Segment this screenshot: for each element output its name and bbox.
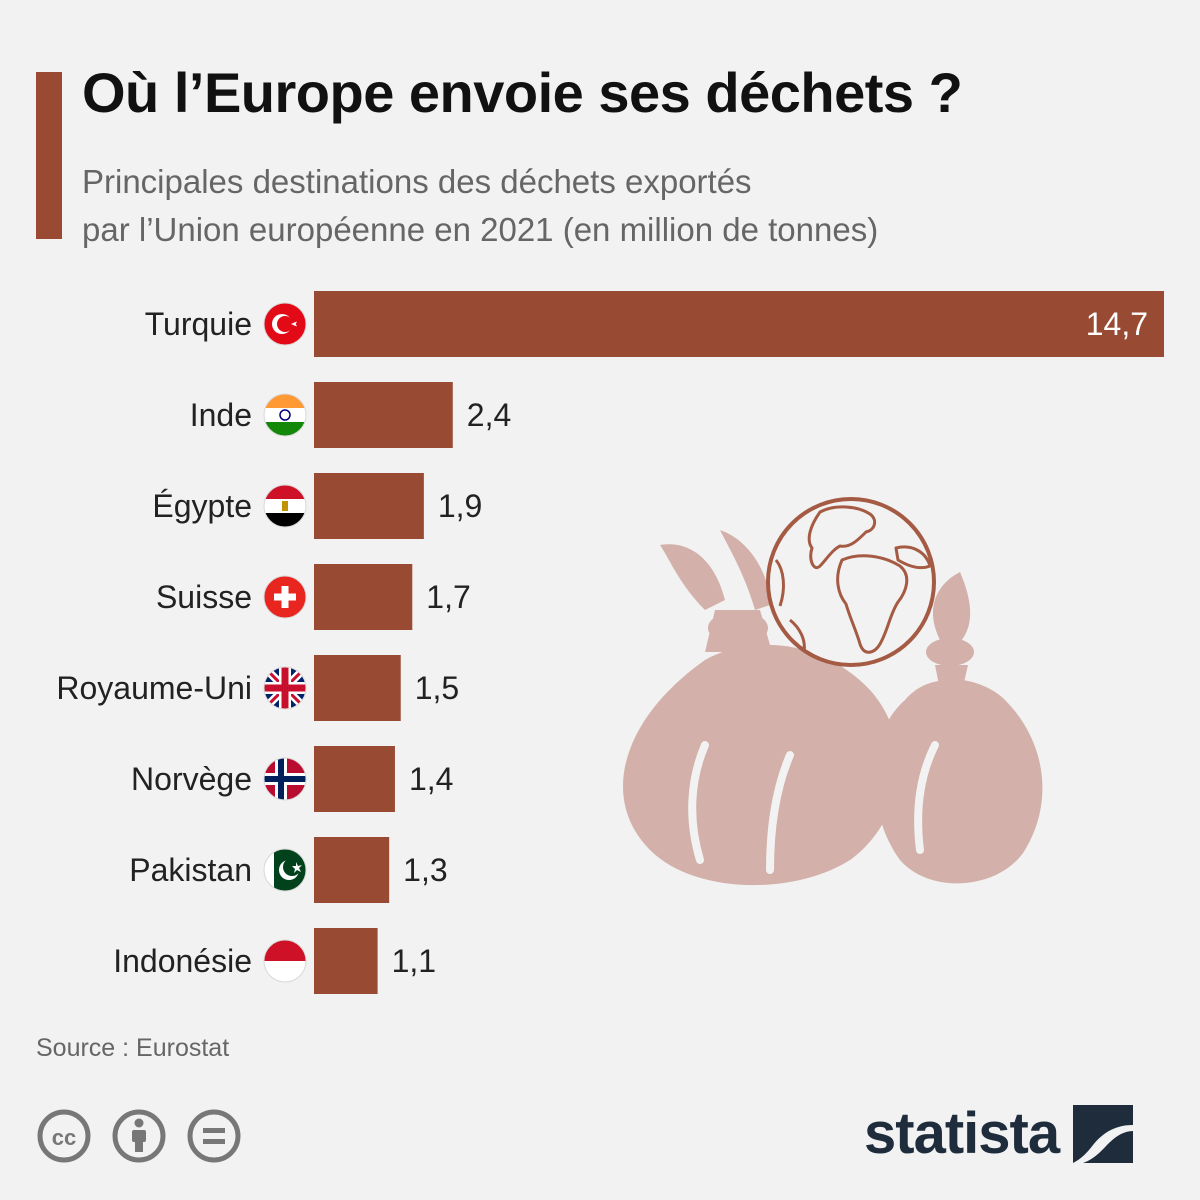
norway-flag-icon [263,757,307,801]
title-accent-bar [36,72,62,239]
category-label: Royaume-Uni [56,670,252,706]
bar-4 [314,655,401,721]
switzerland-flag-icon [263,575,307,619]
bar-5 [314,746,395,812]
category-label: Indonésie [113,943,252,979]
subtitle-line-1: Principales destinations des déchets exp… [82,163,752,200]
pakistan-flag-icon [263,848,307,892]
bar-value-label: 14,7 [1086,306,1148,342]
statista-logo-icon [1073,1105,1134,1163]
source-note: Source : Eurostat [36,1034,230,1062]
bar-7 [314,928,378,994]
indonesia-flag-icon [263,939,307,983]
page-title: Où l’Europe envoie ses déchets ? [82,61,963,124]
egypt-flag-icon [263,484,307,528]
statista-logo[interactable]: statista [864,1101,1134,1166]
bar-3 [314,564,413,630]
category-label: Suisse [156,579,252,615]
category-label: Turquie [145,306,252,342]
turkey-flag-icon [263,302,307,346]
category-label: Norvège [131,761,252,797]
license-icons: cc [37,1109,241,1163]
bar-6 [314,837,390,903]
category-label: Pakistan [129,852,252,888]
svg-text:cc: cc [52,1125,76,1150]
bar-chart: 14,7 Turquie 2,4 Inde 1,9 Égypte 1,7 Suisse 1,5 R… [56,291,1164,994]
bar-value-label: 1,4 [409,761,453,797]
bar-2 [314,473,424,539]
bar-value-label: 2,4 [467,397,511,433]
bar-value-label: 1,3 [403,852,447,888]
bar-value-label: 1,1 [392,943,436,979]
brand-name: statista [864,1101,1060,1166]
category-label: Égypte [152,488,252,524]
uk-flag-icon [263,666,307,710]
bars-layer: 14,7 Turquie 2,4 Inde 1,9 Égypte 1,7 Suisse 1,5 R… [56,291,1164,994]
bar-value-label: 1,7 [426,579,470,615]
bar-0 [314,291,1164,357]
bar-value-label: 1,5 [415,670,459,706]
subtitle-line-2: par l’Union européenne en 2021 (en milli… [82,211,879,248]
cc-icon[interactable]: cc [37,1109,91,1163]
no-derivatives-icon[interactable] [187,1109,241,1163]
attribution-icon[interactable] [112,1109,166,1163]
globe-icon [766,497,936,667]
bag-folds [688,741,939,874]
category-label: Inde [190,397,252,433]
bar-value-label: 1,9 [438,488,482,524]
waste-bags-globe-icon [622,497,1043,886]
india-flag-icon [263,393,307,437]
page-subtitle: Principales destinations des déchets exp… [82,158,1162,254]
bar-1 [314,382,453,448]
